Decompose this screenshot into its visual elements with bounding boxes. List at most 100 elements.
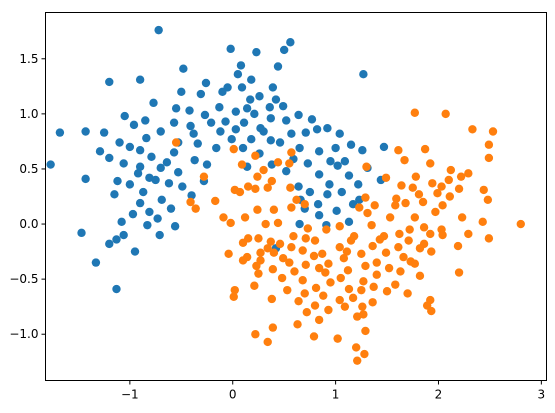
x-axis: −1 0 1 2 3 — [121, 380, 545, 402]
data-point — [110, 190, 119, 199]
data-point — [484, 153, 494, 163]
data-point — [300, 200, 309, 209]
data-point — [359, 70, 368, 79]
y-tick-label: 1.5 — [19, 52, 38, 66]
data-point — [261, 219, 270, 229]
data-point — [332, 206, 341, 216]
data-point — [401, 198, 410, 208]
data-point — [372, 258, 381, 267]
data-point — [294, 110, 303, 120]
data-point — [368, 241, 377, 251]
data-point — [211, 196, 220, 206]
data-point — [201, 78, 211, 88]
data-point — [238, 143, 248, 153]
data-point — [282, 116, 291, 125]
data-point — [149, 98, 158, 108]
data-point — [81, 174, 90, 184]
data-point — [206, 118, 216, 127]
data-point — [411, 172, 421, 181]
data-point — [326, 278, 335, 287]
data-point — [170, 222, 180, 231]
data-point — [314, 211, 324, 220]
data-point — [355, 203, 364, 212]
data-point — [130, 247, 140, 256]
data-point — [303, 224, 313, 233]
data-point — [169, 118, 179, 127]
data-point — [285, 258, 294, 267]
data-point — [238, 256, 248, 265]
data-point — [105, 77, 114, 87]
data-point — [287, 242, 296, 252]
data-point — [333, 334, 342, 343]
data-point — [312, 125, 322, 134]
y-tick-label: −0.5 — [9, 272, 38, 286]
data-point — [268, 83, 278, 92]
data-point — [310, 236, 320, 245]
data-point — [335, 295, 344, 305]
data-point — [254, 234, 263, 243]
data-point — [446, 165, 456, 175]
data-point — [382, 287, 392, 296]
data-point — [171, 104, 181, 113]
data-point — [404, 236, 413, 245]
data-point — [385, 213, 395, 222]
data-point — [400, 155, 409, 165]
data-point — [191, 204, 200, 213]
data-point — [285, 159, 294, 168]
data-point — [256, 248, 265, 257]
data-point — [367, 220, 376, 230]
data-point — [289, 231, 298, 241]
data-point — [119, 159, 128, 168]
data-point — [305, 187, 315, 197]
data-point — [344, 171, 354, 180]
data-point — [233, 70, 243, 79]
data-point — [55, 128, 65, 137]
data-point — [95, 147, 105, 156]
data-point — [484, 140, 494, 149]
data-point — [174, 168, 183, 177]
data-point — [253, 172, 262, 181]
data-point — [414, 190, 424, 199]
data-point — [125, 180, 135, 189]
data-point — [391, 201, 400, 210]
data-point — [230, 285, 239, 295]
x-tick-label: 0 — [229, 388, 237, 402]
data-point — [46, 160, 55, 169]
data-point — [251, 330, 260, 339]
data-point — [250, 281, 259, 290]
data-point — [405, 225, 414, 234]
data-point — [311, 283, 321, 293]
data-point — [243, 182, 253, 191]
data-point — [81, 127, 90, 136]
data-point — [237, 160, 247, 169]
data-point — [321, 268, 330, 277]
y-tick-label: 0.5 — [19, 162, 38, 176]
data-point — [323, 190, 332, 199]
data-point — [427, 247, 436, 256]
data-point — [337, 187, 346, 197]
data-point — [147, 152, 156, 162]
data-point — [268, 265, 278, 274]
data-point — [247, 75, 256, 84]
data-point — [359, 277, 368, 286]
data-point — [277, 273, 287, 283]
data-point — [190, 155, 199, 165]
data-point — [438, 201, 447, 210]
data-point — [164, 179, 174, 188]
data-point — [266, 114, 275, 123]
data-point — [263, 244, 272, 253]
data-point — [313, 200, 323, 209]
data-point — [363, 208, 372, 218]
data-point — [259, 165, 268, 175]
data-point — [105, 153, 114, 163]
data-point — [290, 267, 299, 276]
data-point — [301, 260, 310, 270]
y-axis: −1.0 −0.5 0.0 0.5 1.0 1.5 — [9, 52, 46, 341]
data-point — [456, 172, 466, 181]
data-point — [246, 95, 255, 104]
data-point — [240, 213, 250, 222]
data-point — [484, 234, 494, 243]
data-point — [153, 214, 162, 223]
data-point — [125, 142, 135, 152]
